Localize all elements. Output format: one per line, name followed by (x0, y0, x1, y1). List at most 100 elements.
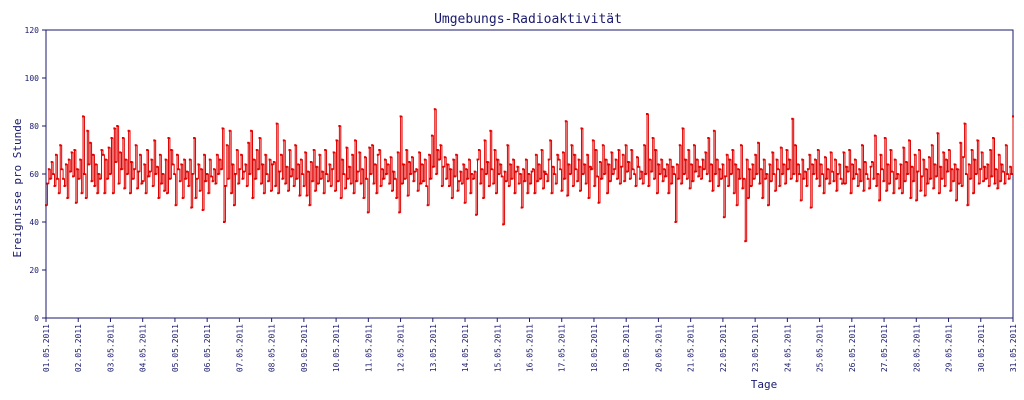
data-point (785, 149, 788, 151)
data-point (698, 165, 701, 168)
data-point (980, 151, 983, 154)
data-point (970, 149, 973, 151)
data-point (475, 213, 478, 216)
data-point (530, 170, 533, 173)
data-point (560, 189, 563, 192)
data-point (617, 149, 620, 151)
data-point (450, 197, 453, 199)
data-point (587, 197, 590, 199)
data-point (718, 168, 721, 171)
x-tick-label: 19.05.2011 (622, 324, 631, 372)
data-point (446, 163, 449, 166)
data-point (745, 158, 748, 161)
data-point (268, 158, 271, 161)
data-point (312, 149, 315, 151)
x-axis: 01.05.2011 02.05.2011 03.05.2011 04.05.2011… (42, 318, 1018, 372)
data-point (634, 185, 637, 187)
data-point (83, 173, 86, 175)
data-point (123, 187, 126, 190)
data-point (650, 170, 653, 173)
data-point (361, 168, 364, 171)
data-point (279, 153, 282, 156)
data-point (731, 149, 734, 151)
data-point (868, 187, 871, 190)
data-point (403, 177, 406, 180)
data-point (411, 156, 414, 159)
data-point (832, 180, 835, 183)
data-point (129, 192, 132, 195)
data-point (768, 163, 771, 166)
data-point (524, 158, 527, 161)
x-tick-label: 31.05.2011 (1009, 324, 1018, 372)
data-point (485, 173, 488, 175)
data-point (244, 163, 247, 166)
data-point (849, 192, 852, 195)
data-point (166, 192, 169, 195)
data-point (148, 170, 151, 173)
data-point (270, 189, 273, 192)
data-point (168, 177, 171, 180)
data-point (775, 158, 778, 161)
y-tick-label: 40 (29, 218, 39, 227)
data-point (500, 175, 503, 178)
data-point (730, 173, 733, 175)
data-point (217, 173, 220, 175)
data-point (664, 175, 667, 178)
data-point (754, 153, 757, 156)
data-point (765, 173, 768, 175)
data-point (610, 151, 613, 154)
x-tick-label: 30.05.2011 (977, 324, 986, 372)
data-point (1004, 144, 1007, 147)
data-point (926, 182, 929, 185)
data-point (359, 182, 362, 185)
data-point (529, 182, 532, 185)
data-point (62, 177, 65, 180)
data-point (331, 168, 334, 171)
data-point (294, 144, 297, 147)
data-point (784, 182, 787, 185)
data-point (305, 194, 308, 197)
data-point (637, 165, 640, 168)
data-point (826, 168, 829, 171)
data-point (379, 185, 382, 187)
data-point (821, 173, 824, 175)
data-point (749, 185, 752, 187)
data-point (163, 189, 166, 192)
data-point (109, 173, 112, 175)
data-point (383, 158, 386, 161)
data-point (590, 168, 593, 171)
y-axis-label: Ereignisse pro Stunde (11, 118, 24, 257)
data-point (1002, 170, 1005, 173)
data-point (274, 185, 277, 187)
data-point (691, 180, 694, 183)
data-point (225, 144, 228, 147)
data-point (537, 163, 540, 166)
data-point (198, 189, 201, 192)
y-axis: 0 20 40 60 80 100 120 (25, 26, 46, 323)
data-point (563, 177, 566, 180)
data-point (476, 158, 479, 161)
data-point (670, 182, 673, 185)
data-point (433, 108, 436, 111)
data-point (386, 163, 389, 166)
data-point (432, 165, 435, 168)
data-point (73, 149, 76, 151)
data-point (712, 129, 715, 132)
data-point (393, 177, 396, 180)
data-point (322, 192, 325, 195)
data-point (241, 177, 244, 180)
data-point (986, 163, 989, 166)
data-point (660, 158, 663, 161)
data-point (945, 158, 948, 161)
data-point (267, 180, 270, 183)
data-point (495, 192, 498, 195)
data-point (684, 158, 687, 161)
data-point (396, 151, 399, 154)
data-point (892, 192, 895, 195)
data-point (90, 180, 93, 183)
data-point (107, 146, 110, 149)
data-point (939, 165, 942, 168)
data-point (195, 177, 198, 180)
data-point (922, 158, 925, 161)
data-point (57, 192, 60, 195)
